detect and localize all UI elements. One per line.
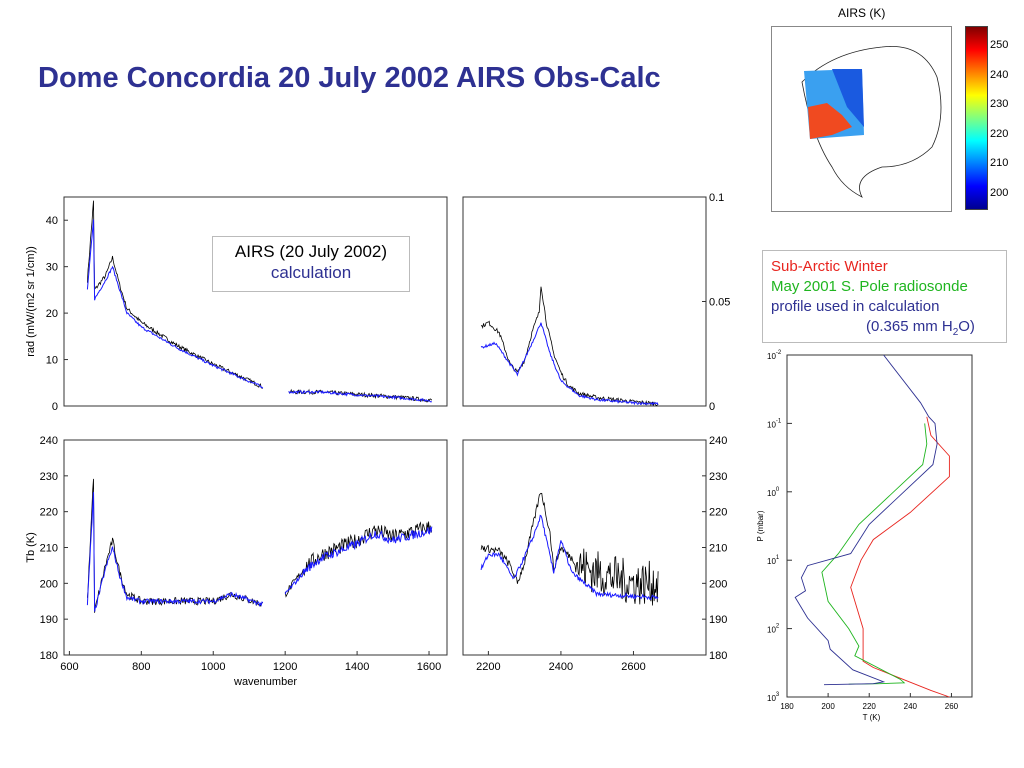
ytick-label: 220 [40, 507, 58, 519]
xtick-label: 600 [60, 661, 78, 673]
xtick-label: 800 [132, 661, 150, 673]
ytick-label: 100 [767, 487, 780, 498]
profile-axes [786, 354, 973, 698]
plot-axes-tb-low [63, 439, 448, 656]
series-calc-radiance-low [86, 219, 433, 403]
ytick-label: 102 [767, 624, 780, 635]
x-axis-label: wavenumber [233, 676, 297, 688]
legend-saw: Sub-Arctic Winter [771, 258, 888, 275]
ytick-label: 180 [709, 650, 727, 662]
ytick-label: 40 [46, 215, 58, 227]
ytick-label: 101 [767, 555, 780, 566]
spectra-legend: AIRS (20 July 2002) calculation [212, 236, 410, 292]
ytick-label: 0 [52, 401, 58, 413]
xtick-label: 2600 [621, 661, 645, 673]
legend-obs: AIRS (20 July 2002) [234, 242, 388, 261]
ytick-label: 220 [709, 507, 727, 519]
ytick-label: 230 [40, 471, 58, 483]
xtick-label: 1600 [417, 661, 441, 673]
ytick-label: 180 [40, 650, 58, 662]
ytick-label: 210 [709, 543, 727, 555]
series-obs-tb-high [480, 492, 659, 606]
series-obs-tb-low [87, 478, 433, 613]
xtick-label: 1200 [273, 661, 297, 673]
ytick-label: 230 [709, 471, 727, 483]
y-axis-label: P (mbar) [756, 510, 765, 541]
profile-line-blue [794, 354, 938, 686]
series-calc-radiance-high [480, 322, 659, 406]
series-calc-tb-high [480, 514, 659, 601]
swath-cold [832, 69, 864, 127]
ytick-label: 200 [40, 578, 58, 590]
coastline [801, 45, 942, 198]
xtick-label: 260 [945, 702, 959, 711]
xtick-label: 1000 [201, 661, 225, 673]
swath-warm [808, 103, 852, 139]
colorbar [965, 26, 988, 210]
colorbar-tick: 210 [990, 157, 1009, 169]
profile-line-green [821, 423, 928, 685]
ytick-label: 10-2 [767, 350, 782, 361]
profile-line-red [850, 416, 950, 698]
profile-legend: Sub-Arctic Winter May 2001 S. Pole radio… [762, 250, 1007, 343]
ytick-label: 190 [40, 614, 58, 626]
ytick-label: 103 [767, 692, 780, 703]
ytick-label: 240 [40, 435, 58, 447]
ytick-label: 190 [709, 614, 727, 626]
map-image [801, 45, 942, 198]
ytick-label: 210 [40, 543, 58, 555]
colorbar-tick: 220 [990, 127, 1009, 140]
colorbar-tick: 240 [990, 68, 1009, 81]
y-axis-label: rad (mW/(m2 sr 1/cm)) [25, 246, 37, 357]
legend-calc-profile: profile used in calculation [771, 298, 940, 315]
ytick-label: 0.05 [709, 297, 730, 309]
ytick-label: 30 [46, 262, 58, 274]
xtick-label: 200 [821, 702, 835, 711]
map-title: AIRS (K) [838, 6, 886, 20]
xtick-label: 180 [780, 702, 794, 711]
legend-radiosonde: May 2001 S. Pole radiosonde [771, 278, 968, 295]
legend-water-vapor: (0.365 mm H2O) [866, 318, 975, 338]
xtick-label: 240 [904, 702, 918, 711]
ytick-label: 0 [709, 401, 715, 413]
ytick-label: 20 [46, 308, 58, 320]
ytick-label: 200 [709, 578, 727, 590]
antarctica-map [771, 26, 952, 212]
xtick-label: 1400 [345, 661, 369, 673]
series-obs-radiance-low [87, 200, 433, 403]
xtick-label: 2400 [549, 661, 573, 673]
xtick-label: 220 [863, 702, 877, 711]
ytick-label: 10-1 [767, 418, 782, 429]
y-axis-label: Tb (K) [25, 532, 37, 563]
ytick-label: 240 [709, 435, 727, 447]
xtick-label: 2200 [476, 661, 500, 673]
legend-calc: calculation [270, 263, 352, 282]
slide-title: Dome Concordia 20 July 2002 AIRS Obs-Cal… [38, 62, 661, 94]
colorbar-tick: 250 [990, 39, 1009, 51]
x-axis-label: T (K) [863, 713, 881, 722]
series-calc-tb-low [86, 492, 433, 612]
plot-axes-tb-high [462, 439, 707, 656]
ytick-label: 10 [46, 355, 58, 367]
ytick-label: 0.1 [709, 192, 724, 204]
colorbar-tick: 230 [990, 98, 1009, 110]
plot-axes-radiance-low [63, 196, 448, 407]
colorbar-tick: 200 [990, 186, 1009, 199]
plot-axes-radiance-high [462, 196, 707, 407]
